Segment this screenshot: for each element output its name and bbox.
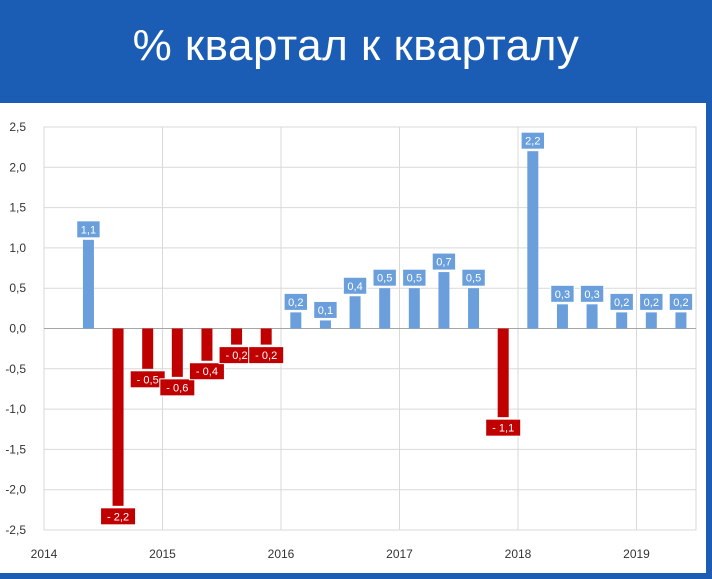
bar	[112, 328, 124, 506]
data-label: 0,7	[436, 257, 451, 269]
data-label-box	[342, 276, 368, 295]
bar-chart: 2,5 2,0 1,5 1,0 0,5 0,0 -0,5 -1,0 -1,5 -2,0 -2,5 20…	[5, 120, 697, 561]
data-label-box	[520, 131, 546, 150]
bar	[82, 239, 94, 329]
data-label: 0,2	[614, 297, 629, 309]
data-label: - 0,2	[226, 350, 248, 362]
y-tick-label: 0,5	[9, 281, 26, 295]
x-tick-label: 2016	[268, 547, 295, 561]
data-label-box	[372, 268, 397, 287]
data-label: - 0,4	[196, 366, 218, 378]
x-tick-label: 2017	[386, 547, 413, 561]
bar	[319, 320, 331, 329]
y-tick-label: 0,0	[9, 322, 26, 336]
data-label: - 0,5	[137, 374, 159, 386]
data-label-box	[431, 252, 457, 271]
data-label-box	[313, 300, 338, 319]
bar	[497, 328, 509, 418]
y-tick-label: -1,5	[5, 442, 26, 456]
data-label-box	[485, 418, 522, 437]
x-tick-label: 2014	[31, 547, 58, 561]
data-label-box	[461, 268, 486, 287]
data-label: 0,2	[673, 297, 688, 309]
bar	[171, 328, 183, 377]
data-label: 0,1	[318, 305, 333, 317]
bar	[645, 312, 657, 329]
data-label: 0,4	[347, 281, 362, 293]
data-label-box	[248, 346, 285, 365]
data-label: 0,5	[407, 273, 422, 285]
bar	[556, 304, 568, 329]
data-label-box	[639, 292, 664, 311]
data-label: - 1,1	[492, 423, 514, 435]
bar	[290, 312, 302, 329]
data-label: - 0,6	[166, 382, 188, 394]
data-label: 0,2	[644, 297, 659, 309]
data-label-box	[100, 507, 137, 526]
data-label: 0,5	[466, 273, 481, 285]
bar	[468, 288, 480, 329]
data-label: 0,2	[288, 297, 303, 309]
y-tick-label: -1,0	[5, 402, 26, 416]
data-label-box	[188, 362, 225, 381]
bar	[438, 272, 450, 329]
data-label: - 0,2	[255, 350, 277, 362]
data-label-box	[76, 220, 101, 239]
y-tick-label: 1,5	[9, 201, 26, 215]
bar	[379, 288, 391, 329]
data-label-box	[283, 292, 309, 311]
data-label-box	[550, 284, 575, 303]
bar	[586, 304, 598, 329]
bar	[231, 328, 243, 345]
data-label: 0,5	[377, 273, 392, 285]
data-label-box	[668, 292, 694, 311]
x-tick-label: 2018	[505, 547, 532, 561]
bar	[349, 296, 361, 329]
chart-title: % квартал к кварталу	[132, 21, 580, 70]
data-label-box	[402, 268, 427, 287]
x-tick-label: 2015	[149, 547, 176, 561]
y-tick-label: 1,0	[9, 241, 26, 255]
data-label: 0,3	[584, 289, 599, 301]
data-label: 2,2	[525, 136, 540, 148]
data-label: 0,3	[555, 289, 570, 301]
y-tick-label: -2,0	[5, 483, 26, 497]
bar	[616, 312, 628, 329]
data-label-box	[609, 292, 634, 311]
data-label: - 2,2	[107, 511, 129, 523]
y-tick-label: -2,5	[5, 523, 26, 537]
y-tick-label: 2,5	[9, 120, 26, 134]
data-label-box	[579, 284, 605, 303]
x-tick-label: 2019	[623, 547, 650, 561]
y-tick-label: 2,0	[9, 160, 26, 174]
bar	[527, 151, 539, 329]
data-label-box	[159, 378, 196, 397]
data-label: 1,1	[81, 224, 96, 236]
bar	[408, 288, 420, 329]
bar	[260, 328, 272, 345]
bar	[142, 328, 154, 369]
y-tick-label: -0,5	[5, 362, 26, 376]
bar	[201, 328, 213, 361]
bar	[675, 312, 687, 329]
